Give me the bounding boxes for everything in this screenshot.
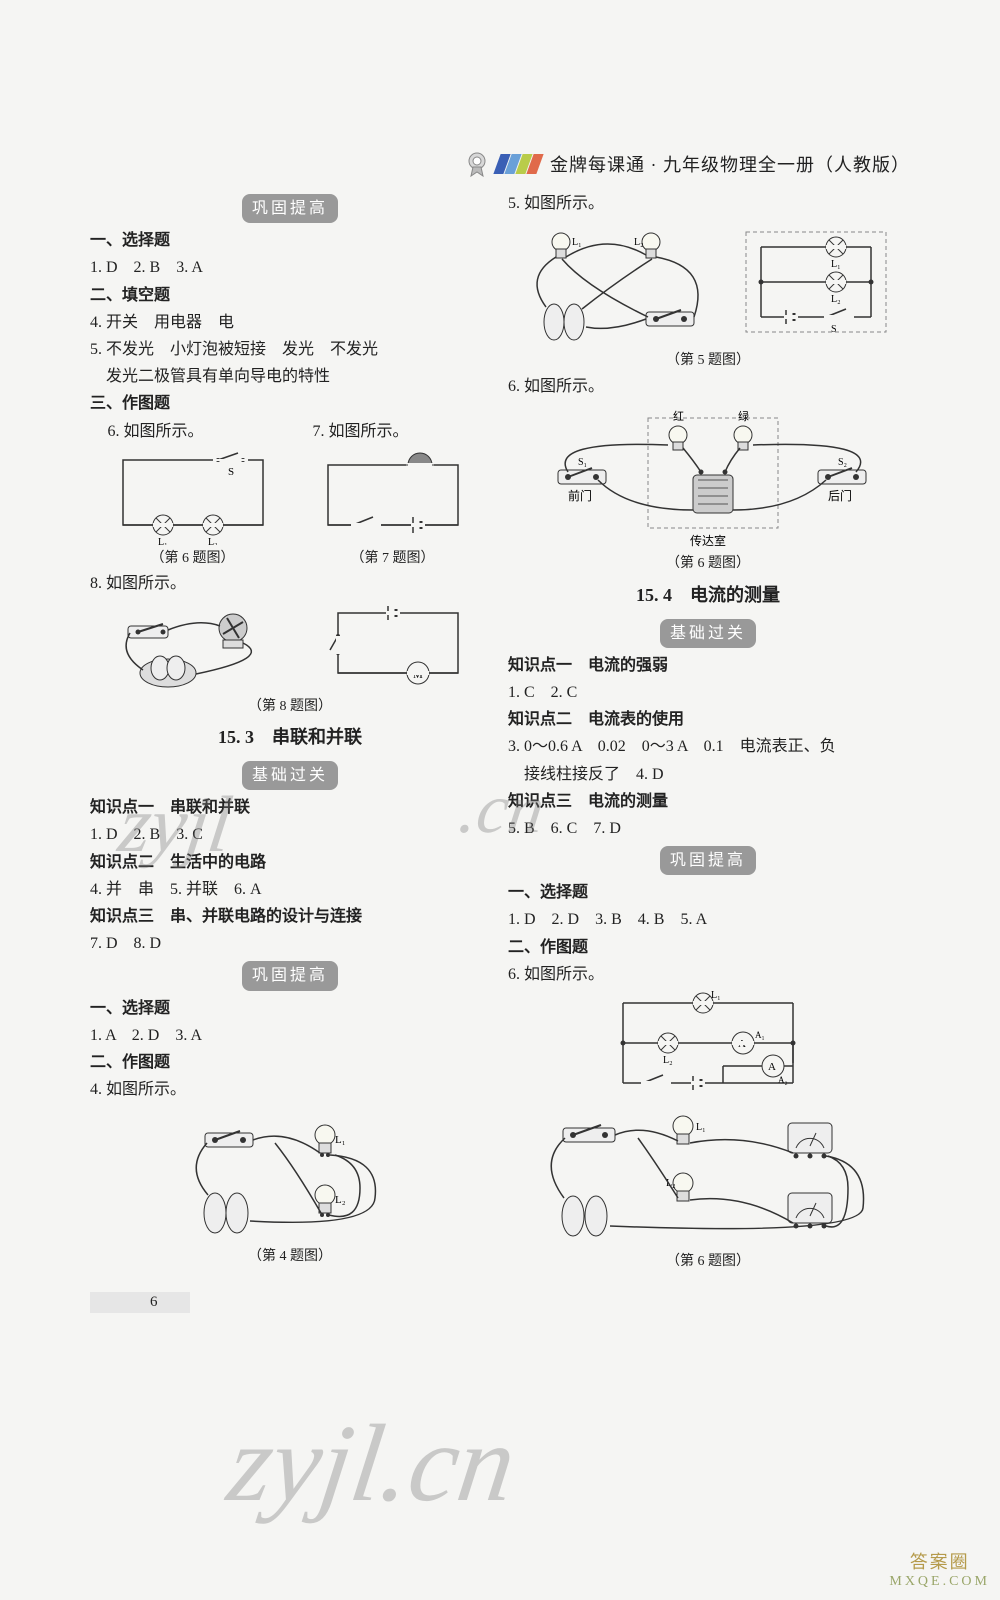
figure-r6b-pictorial: L₁ L₂ xyxy=(528,1098,888,1248)
right-column: 5. 如图所示。 L₁ L₂ xyxy=(508,190,908,1274)
kp2-answers: 4. 并 串 5. 并联 6. A xyxy=(90,876,490,903)
svg-text:前门: 前门 xyxy=(568,488,592,503)
figure-r6: 传达室 红 绿 前门 S₁ 后门 xyxy=(518,400,898,550)
svg-text:L₂: L₂ xyxy=(634,237,644,248)
page-header: 金牌每课通 · 九年级物理全一册（人教版） xyxy=(90,150,910,178)
page-number: 6 xyxy=(90,1292,190,1313)
svg-text:L₂: L₂ xyxy=(335,1194,346,1206)
section-15-4-title: 15. 4 电流的测量 xyxy=(508,580,908,611)
room-label: 传达室 xyxy=(690,533,726,548)
svg-text:S: S xyxy=(831,324,837,335)
choice-answers: 1. D 2. B 3. A xyxy=(90,254,490,281)
page-footer: 6 xyxy=(90,1292,910,1313)
figure-q7 xyxy=(313,445,473,545)
heading-draw-2: 二、作图题 xyxy=(90,1049,490,1076)
label-r-q6b: 6. 如图所示。 xyxy=(508,961,908,988)
left-column: 巩固提高 一、选择题 1. D 2. B 3. A 二、填空题 4. 开关 用电… xyxy=(90,190,490,1274)
svg-text:A: A xyxy=(768,1061,776,1073)
svg-text:L₁: L₁ xyxy=(831,259,841,270)
svg-text:S₁: S₁ xyxy=(578,457,587,468)
svg-text:红: 红 xyxy=(673,410,684,423)
heading-choice: 一、选择题 xyxy=(90,227,490,254)
fill-5b: 发光二极管具有单向导电的特性 xyxy=(90,363,490,390)
caption-r6: （第 6 题图） xyxy=(508,552,908,576)
label-q7: 7. 如图所示。 xyxy=(313,418,473,445)
pill-basics-r: 基础过关 xyxy=(660,619,756,648)
svg-text:L₂: L₂ xyxy=(663,1055,673,1066)
label-q6: 6. 如图所示。 xyxy=(108,418,278,445)
svg-text:A₂: A₂ xyxy=(778,1075,788,1085)
heading-choice-2: 一、选择题 xyxy=(90,995,490,1022)
label-q8: 8. 如图所示。 xyxy=(90,570,490,597)
fig-row-6-7: 6. 如图所示。 S L₁ L₂ xyxy=(90,418,490,571)
fill-5a: 5. 不发光 小灯泡被短接 发光 不发光 xyxy=(90,336,490,363)
heading-draw: 三、作图题 xyxy=(90,390,490,417)
caption-q8: （第 8 题图） xyxy=(90,695,490,719)
choice-answers-2: 1. A 2. D 3. A xyxy=(90,1022,490,1049)
label-r-q6: 6. 如图所示。 xyxy=(508,373,908,400)
svg-text:L₁: L₁ xyxy=(335,1134,346,1146)
svg-text:L₁: L₁ xyxy=(696,1122,706,1133)
label-q4b: 4. 如图所示。 xyxy=(90,1076,490,1103)
svg-text:绿: 绿 xyxy=(738,409,749,423)
svg-text:L₂: L₂ xyxy=(831,294,841,305)
kp1-answers: 1. D 2. B 3. C xyxy=(90,821,490,848)
svg-text:S₂: S₂ xyxy=(838,457,847,468)
corner-line2: MXQE.COM xyxy=(889,1574,990,1590)
figure-r5-pictorial: L₁ L₂ xyxy=(516,217,716,347)
caption-q6: （第 6 题图） xyxy=(108,547,278,571)
r-choice-answers: 1. D 2. D 3. B 4. B 5. A xyxy=(508,906,908,933)
corner-line1: 答案圈 xyxy=(889,1548,990,1574)
svg-text:S: S xyxy=(228,466,234,478)
r-kp2-ans-a: 3. 0～0.6 A 0.02 0～3 A 0.1 电流表正、负 xyxy=(508,733,908,760)
pill-basics-1: 基础过关 xyxy=(242,761,338,790)
header-title: 金牌每课通 · 九年级物理全一册（人教版） xyxy=(550,151,910,177)
svg-text:L₁: L₁ xyxy=(711,990,721,1001)
figure-q6: S L₁ L₂ xyxy=(108,445,278,545)
r-kp2-title: 知识点二 电流表的使用 xyxy=(508,706,908,733)
figure-r5-schematic: L₁ L₂ S xyxy=(731,217,901,347)
caption-r5: （第 5 题图） xyxy=(508,349,908,373)
svg-text:L₁: L₁ xyxy=(572,237,582,248)
header-stripes xyxy=(497,154,540,174)
svg-text:后门: 后门 xyxy=(828,488,852,503)
r-kp2-ans-b: 接线柱接反了 4. D xyxy=(508,761,908,788)
pill-consolidate-1: 巩固提高 xyxy=(242,194,338,223)
pill-consolidate-r: 巩固提高 xyxy=(660,846,756,875)
caption-r6b: （第 6 题图） xyxy=(508,1250,908,1274)
r-kp1-title: 知识点一 电流的强弱 xyxy=(508,652,908,679)
r-kp3-ans: 5. B 6. C 7. D xyxy=(508,815,908,842)
figure-q8-pictorial xyxy=(108,598,288,693)
fig-row-8: M xyxy=(90,598,490,693)
kp3-title: 知识点三 串、并联电路的设计与连接 xyxy=(90,903,490,930)
pill-consolidate-2: 巩固提高 xyxy=(242,961,338,990)
kp2-title: 知识点二 生活中的电路 xyxy=(90,849,490,876)
page: 金牌每课通 · 九年级物理全一册（人教版） 巩固提高 一、选择题 1. D 2.… xyxy=(90,150,910,1313)
content-columns: 巩固提高 一、选择题 1. D 2. B 3. A 二、填空题 4. 开关 用电… xyxy=(90,190,910,1274)
kp1-title: 知识点一 串联和并联 xyxy=(90,794,490,821)
caption-q7: （第 7 题图） xyxy=(313,547,473,571)
svg-text:L₁: L₁ xyxy=(158,537,168,545)
kp3-answers: 7. D 8. D xyxy=(90,930,490,957)
r-heading-choice: 一、选择题 xyxy=(508,879,908,906)
caption-q4b: （第 4 题图） xyxy=(90,1245,490,1269)
ribbon-icon xyxy=(463,150,491,178)
r-kp1-ans: 1. C 2. C xyxy=(508,679,908,706)
fig-row-r5: L₁ L₂ xyxy=(508,217,908,347)
section-15-3-title: 15. 3 串联和并联 xyxy=(90,722,490,753)
svg-text:A₁: A₁ xyxy=(755,1030,765,1040)
watermark-3: zyjl.cn xyxy=(221,1400,523,1527)
corner-brand: 答案圈 MXQE.COM xyxy=(889,1548,990,1590)
r-heading-draw: 二、作图题 xyxy=(508,934,908,961)
heading-fill: 二、填空题 xyxy=(90,282,490,309)
figure-q8-schematic: M xyxy=(323,598,473,693)
figure-q4b: L₁ L₂ xyxy=(175,1103,405,1243)
fill-4: 4. 开关 用电器 电 xyxy=(90,309,490,336)
label-r-q5: 5. 如图所示。 xyxy=(508,190,908,217)
figure-r6b-schematic: L₁ L₂ A A₁ A A₂ xyxy=(603,988,813,1098)
r-kp3-title: 知识点三 电流的测量 xyxy=(508,788,908,815)
svg-text:L₂: L₂ xyxy=(208,537,218,545)
